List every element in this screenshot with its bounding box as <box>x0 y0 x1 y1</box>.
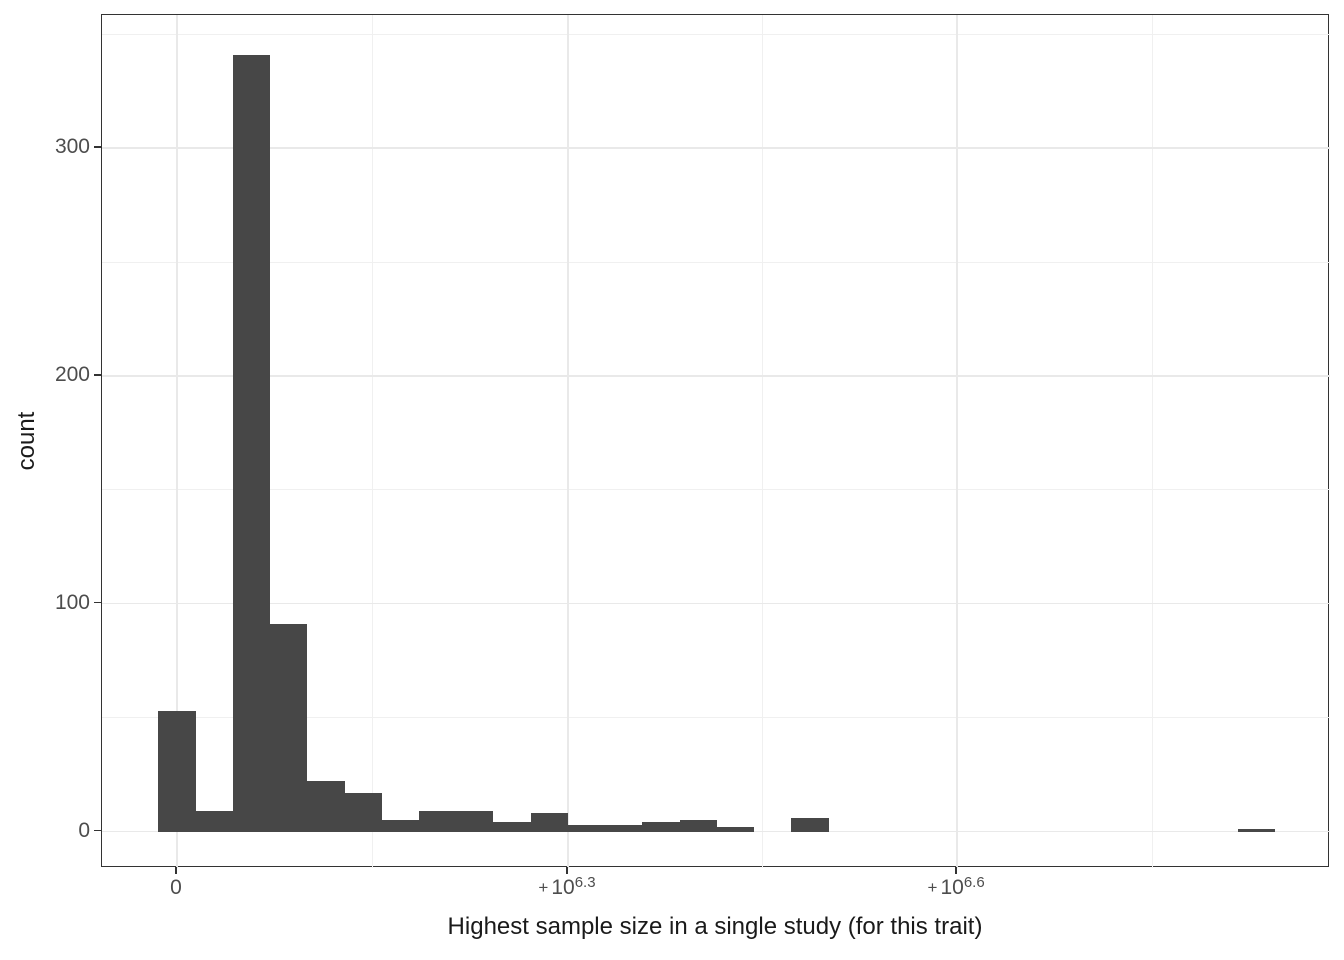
x-axis-tick-mark <box>566 867 568 874</box>
gridline-minor-horizontal <box>102 33 1330 35</box>
histogram-bar <box>307 781 345 832</box>
grid-layer <box>102 15 1330 868</box>
histogram-bar <box>605 824 643 832</box>
gridline-major-horizontal <box>102 375 1330 377</box>
histogram-bar <box>567 824 606 832</box>
gridline-minor-vertical <box>372 15 373 868</box>
histogram-bar <box>1238 829 1276 832</box>
x-axis-tick-label: +106.6 <box>927 874 985 900</box>
x-tick-plus-sign: + <box>927 878 938 897</box>
y-axis-tick-mark <box>94 374 101 376</box>
y-axis-tick-label: 300 <box>54 135 90 159</box>
gridline-minor-vertical <box>1151 15 1153 868</box>
gridline-minor-horizontal <box>102 489 1330 491</box>
histogram-bar <box>158 710 196 832</box>
x-tick-base: 0 <box>170 876 182 899</box>
gridline-major-vertical <box>956 15 958 868</box>
x-tick-base: 10 <box>940 876 964 899</box>
y-axis-tick-mark <box>94 146 101 148</box>
histogram-bar <box>195 811 233 832</box>
gridline-minor-horizontal <box>102 261 1330 263</box>
histogram-bar <box>679 820 717 832</box>
y-axis-tick-label: 0 <box>78 818 90 842</box>
y-axis-tick-mark <box>94 602 101 604</box>
plot-panel <box>101 14 1330 868</box>
histogram-bar <box>232 54 271 832</box>
gridline-major-horizontal <box>102 603 1330 605</box>
gridline-minor-horizontal <box>102 717 1330 719</box>
histogram-bar <box>716 826 755 832</box>
histogram-bar <box>642 822 680 832</box>
y-axis-tick-mark <box>94 829 101 832</box>
histogram-bar <box>344 792 382 832</box>
gridline-major-vertical <box>567 15 569 868</box>
x-tick-exponent: 6.3 <box>574 874 596 891</box>
x-axis-tick-label: +106.3 <box>538 874 596 900</box>
histogram-bar <box>456 811 494 832</box>
histogram-bar <box>381 820 419 832</box>
x-axis-tick-mark <box>175 867 177 874</box>
x-axis-tick-label: 0 <box>170 876 182 900</box>
histogram-bar <box>791 817 829 832</box>
gridline-major-horizontal <box>102 830 1330 833</box>
histogram-bar <box>419 811 457 832</box>
histogram-bar <box>530 813 568 832</box>
histogram-bars-layer <box>102 15 1328 866</box>
x-tick-plus-sign: + <box>538 878 549 897</box>
histogram-bar <box>270 624 308 832</box>
gridline-major-horizontal <box>102 147 1330 149</box>
x-tick-base: 10 <box>551 876 575 899</box>
y-axis-title: count <box>13 411 40 470</box>
x-axis-title: Highest sample size in a single study (f… <box>447 913 983 940</box>
x-axis-tick-mark <box>955 867 957 874</box>
y-axis-tick-label: 200 <box>54 362 90 386</box>
histogram-bar <box>493 822 531 832</box>
gridline-minor-vertical <box>762 15 763 868</box>
y-axis-tick-label: 100 <box>54 590 90 614</box>
x-tick-exponent: 6.6 <box>963 874 985 891</box>
gridline-major-vertical <box>176 15 178 868</box>
